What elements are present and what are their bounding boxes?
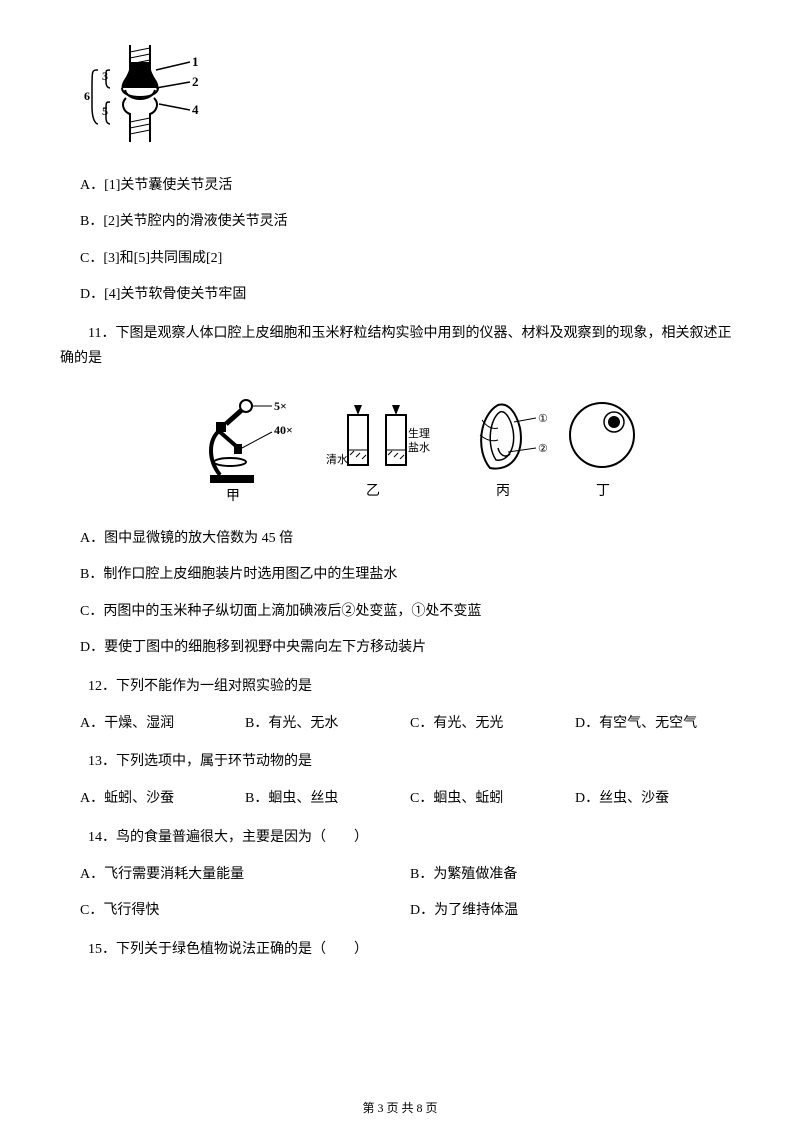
q13-option-c: C．蛔虫、蚯蚓 (410, 788, 575, 810)
svg-text:6: 6 (84, 89, 90, 103)
svg-text:5×: 5× (274, 399, 287, 413)
q14-option-a: A．飞行需要消耗大量能量 (80, 864, 410, 886)
q13-option-a: A．蚯蚓、沙蚕 (80, 788, 245, 810)
q10-option-a: A．[1]关节囊使关节灵活 (80, 175, 740, 197)
q14-options-cd: C．飞行得快 D．为了维持体温 (80, 900, 740, 922)
q15-stem: 15．下列关于绿色植物说法正确的是（ ） (60, 937, 740, 962)
q14-option-b: B．为繁殖做准备 (410, 864, 740, 886)
q14-stem: 14．鸟的食量普遍很大，主要是因为（ ） (60, 825, 740, 850)
svg-text:生理: 生理 (408, 426, 430, 440)
q14-option-d: D．为了维持体温 (410, 900, 740, 922)
svg-text:乙: 乙 (366, 483, 380, 499)
q11-option-c: C．丙图中的玉米种子纵切面上滴加碘液后②处变蓝，①处不变蓝 (80, 601, 740, 623)
svg-text:②: ② (538, 443, 548, 455)
q11-option-d: D．要使丁图中的细胞移到视野中央需向左下方移动装片 (80, 637, 740, 659)
svg-text:丁: 丁 (596, 484, 610, 499)
q10-option-b: B．[2]关节腔内的滑液使关节灵活 (80, 211, 740, 233)
svg-text:2: 2 (192, 74, 199, 89)
svg-text:盐水: 盐水 (408, 441, 430, 454)
q12-option-a: A．干燥、湿润 (80, 713, 245, 735)
q13-option-d: D．丝虫、沙蚕 (575, 788, 740, 810)
q13-stem: 13．下列选项中，属于环节动物的是 (60, 749, 740, 774)
svg-text:甲: 甲 (226, 489, 240, 504)
svg-text:清水: 清水 (326, 453, 348, 466)
q12-option-c: C．有光、无光 (410, 713, 575, 735)
svg-text:①: ① (538, 413, 548, 425)
page-footer: 第 3 页 共 8 页 (0, 1099, 800, 1116)
q11-stem: 11．下图是观察人体口腔上皮细胞和玉米籽粒结构实验中用到的仪器、材料及观察到的现… (60, 321, 740, 371)
svg-text:40×: 40× (274, 423, 293, 437)
q12-option-b: B．有光、无水 (245, 713, 410, 735)
svg-text:丙: 丙 (496, 484, 510, 499)
q12-stem: 12．下列不能作为一组对照实验的是 (60, 674, 740, 699)
q14-options-ab: A．飞行需要消耗大量能量 B．为繁殖做准备 (80, 864, 740, 886)
q10-option-d: D．[4]关节软骨使关节牢固 (80, 284, 740, 306)
q12-options: A．干燥、湿润 B．有光、无水 C．有光、无光 D．有空气、无空气 (80, 713, 740, 735)
q12-option-d: D．有空气、无空气 (575, 713, 740, 735)
q11-option-a: A．图中显微镜的放大倍数为 45 倍 (80, 528, 740, 550)
q10-option-c: C．[3]和[5]共同围成[2] (80, 248, 740, 270)
joint-diagram: 1 2 4 3 5 6 (80, 40, 740, 155)
q11-figure: 5× 40× 甲 (60, 385, 740, 510)
q13-options: A．蚯蚓、沙蚕 B．蛔虫、丝虫 C．蛔虫、蚯蚓 D．丝虫、沙蚕 (80, 788, 740, 810)
q13-option-b: B．蛔虫、丝虫 (245, 788, 410, 810)
svg-text:5: 5 (102, 104, 108, 118)
svg-text:1: 1 (192, 54, 199, 69)
svg-text:4: 4 (192, 102, 199, 117)
q11-option-b: B．制作口腔上皮细胞装片时选用图乙中的生理盐水 (80, 564, 740, 586)
q14-option-c: C．飞行得快 (80, 900, 410, 922)
page-content: 1 2 4 3 5 6 A．[1]关节囊使关节灵活 B．[2]关节腔内的滑液使关… (0, 0, 800, 962)
